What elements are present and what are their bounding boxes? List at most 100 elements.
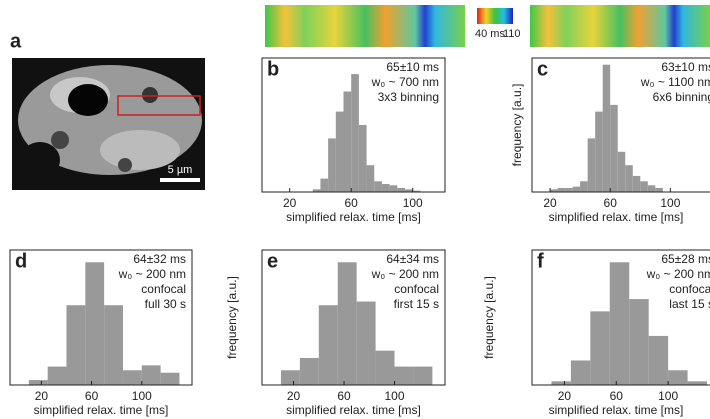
x-tick-label: 60 xyxy=(604,196,618,210)
panel-label: d xyxy=(15,250,27,272)
bar xyxy=(299,358,319,385)
annotation: w₀ ~ 200 nm xyxy=(646,267,710,281)
bar xyxy=(389,185,398,192)
bar xyxy=(572,186,581,192)
x-tick-label: 20 xyxy=(287,389,301,403)
heatmap xyxy=(265,5,465,47)
y-axis-label: frequency [a.u.] xyxy=(225,276,239,359)
panel-label: b xyxy=(267,58,279,80)
bar xyxy=(85,262,105,385)
annotation: 64±34 ms xyxy=(386,252,439,266)
bar xyxy=(617,151,626,192)
bar xyxy=(565,187,573,192)
bar xyxy=(687,381,708,385)
bar xyxy=(590,311,610,385)
bar xyxy=(122,370,142,385)
x-axis-label: simplified relax. time [ms] xyxy=(286,210,421,224)
bar xyxy=(66,305,86,385)
bar xyxy=(602,64,611,192)
bar xyxy=(343,91,352,192)
annotation: first 15 s xyxy=(394,297,439,311)
bar xyxy=(587,138,596,192)
annotation: 64±32 ms xyxy=(133,252,186,266)
bar xyxy=(632,175,641,192)
bar xyxy=(413,366,433,385)
bar xyxy=(318,305,338,385)
x-tick-label: 60 xyxy=(345,196,359,210)
annotation: confocal xyxy=(669,282,710,296)
annotation: w₀ ~ 200 nm xyxy=(371,267,439,281)
bar xyxy=(595,111,603,192)
annotation: 65±10 ms xyxy=(386,60,439,74)
bar xyxy=(374,181,382,192)
bar xyxy=(655,187,663,192)
bar xyxy=(557,187,566,192)
bar xyxy=(320,178,329,192)
bar xyxy=(580,181,588,192)
annotation: 65±28 ms xyxy=(661,252,710,266)
annotation: w₀ ~ 200 nm xyxy=(118,267,186,281)
panel-label: f xyxy=(537,250,544,272)
bar xyxy=(280,370,300,385)
bar xyxy=(397,187,406,192)
annotation: w₀ ~ 1100 nm xyxy=(640,75,710,89)
panel-label: e xyxy=(267,250,278,272)
bar xyxy=(405,189,413,192)
bar xyxy=(312,189,321,192)
x-axis-label: simplified relax. time [ms] xyxy=(34,403,169,417)
x-tick-label: 60 xyxy=(85,389,99,403)
annotation: last 15 s xyxy=(669,297,710,311)
axes-frame xyxy=(531,57,710,193)
bar xyxy=(141,365,161,385)
colorbar-min: 40 ms xyxy=(475,28,505,40)
bar xyxy=(629,299,649,385)
bar xyxy=(28,380,48,385)
bar xyxy=(104,305,123,385)
annotation: 3x3 binning xyxy=(378,90,439,104)
y-axis-label: frequency [a.u.] xyxy=(510,84,524,167)
bar xyxy=(335,111,344,192)
x-tick-label: 60 xyxy=(610,389,624,403)
x-tick-label: 100 xyxy=(132,389,152,403)
bar xyxy=(412,190,421,192)
x-axis-label: simplified relax. time [ms] xyxy=(286,403,421,417)
x-tick-label: 20 xyxy=(543,196,557,210)
bar xyxy=(366,165,375,192)
scale-bar-label: 5 µm xyxy=(168,164,193,176)
bar xyxy=(570,360,591,385)
annotation: full 30 s xyxy=(145,297,186,311)
annotation: confocal xyxy=(394,282,439,296)
x-tick-label: 100 xyxy=(658,389,678,403)
axes-frame xyxy=(9,249,193,386)
y-axis-label: frequency [a.u.] xyxy=(482,276,496,359)
x-tick-label: 20 xyxy=(558,389,572,403)
panel-label: c xyxy=(537,58,548,80)
bar xyxy=(625,165,633,192)
bar xyxy=(356,301,376,385)
cell-image xyxy=(12,58,205,190)
bar xyxy=(351,74,359,192)
annotation: 63±10 ms xyxy=(661,60,710,74)
bar xyxy=(640,181,648,192)
x-tick-label: 60 xyxy=(337,389,351,403)
panel-label: a xyxy=(10,30,22,52)
axes-frame xyxy=(531,249,710,386)
annotation: confocal xyxy=(141,282,186,296)
heatmap xyxy=(530,5,710,47)
bar xyxy=(160,372,180,385)
bar xyxy=(337,262,357,385)
annotation: 6x6 binning xyxy=(653,90,710,104)
bar xyxy=(609,262,630,385)
bar xyxy=(394,366,414,385)
x-axis-label: simplified relax. time [ms] xyxy=(549,403,684,417)
bar xyxy=(550,189,558,192)
bar xyxy=(328,138,336,192)
bar xyxy=(647,185,656,192)
bar xyxy=(381,183,390,192)
axes-frame xyxy=(261,249,446,386)
annotation: w₀ ~ 700 nm xyxy=(371,75,439,89)
x-tick-label: 100 xyxy=(385,389,405,403)
bar xyxy=(551,381,571,385)
x-tick-label: 100 xyxy=(660,196,680,210)
